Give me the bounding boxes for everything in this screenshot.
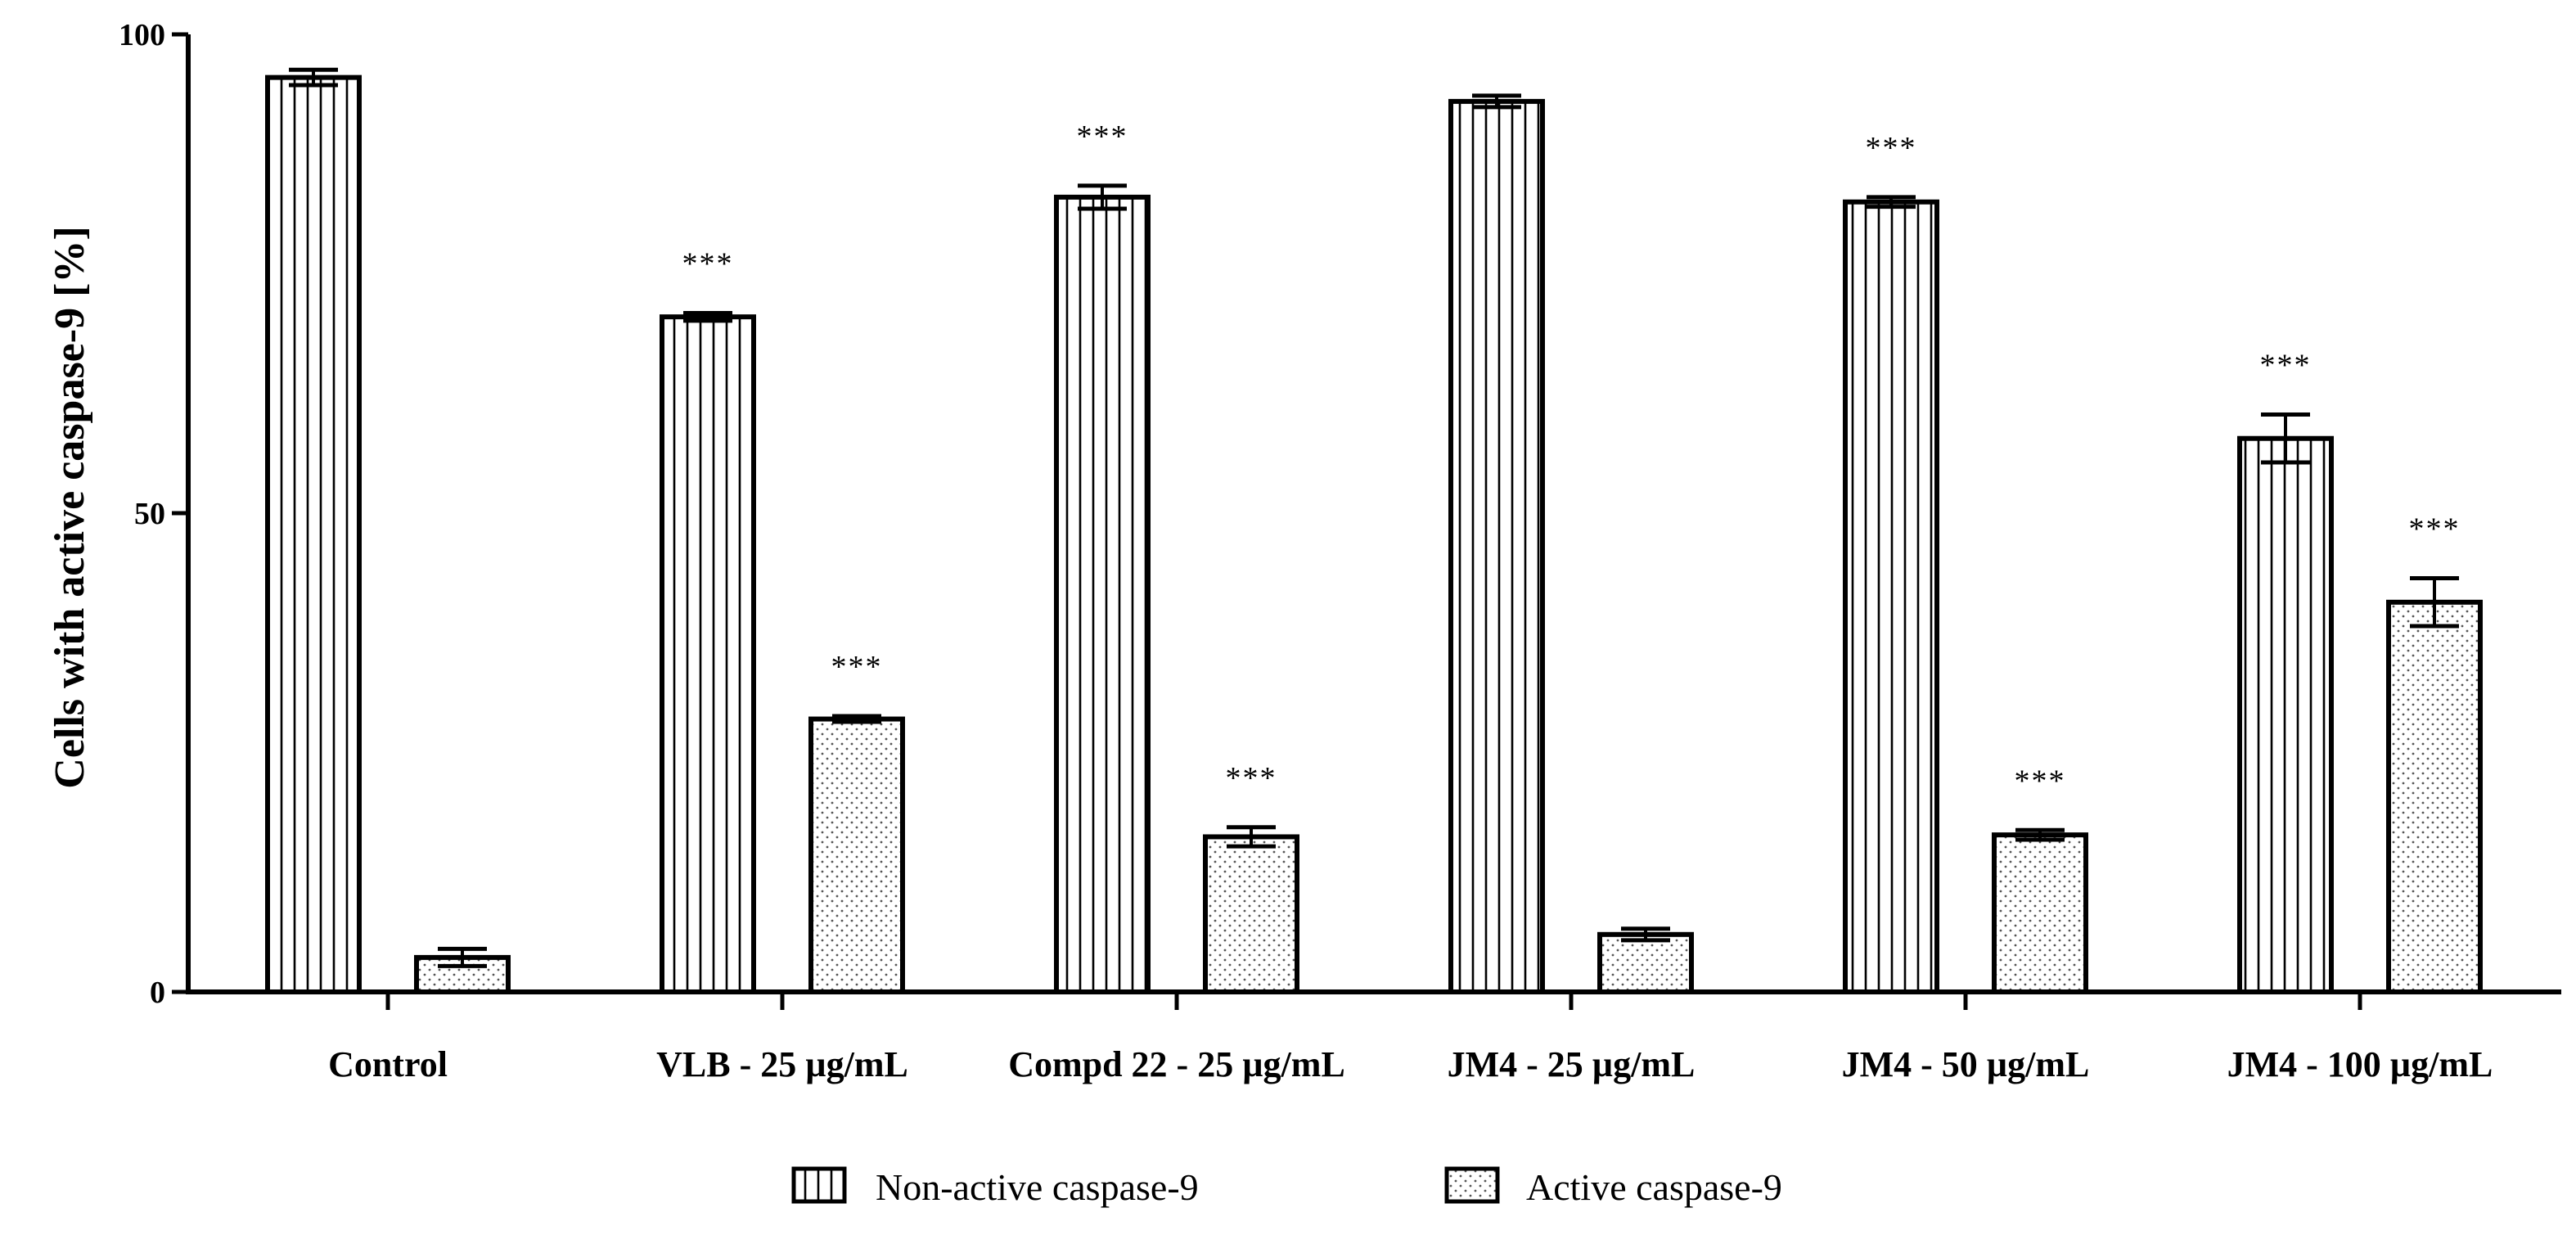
bar-non-active <box>1054 194 1151 994</box>
y-tick-label: 100 <box>119 18 165 52</box>
bar-active <box>2386 599 2483 994</box>
x-category-label: VLB - 25 µg/mL <box>656 1044 908 1084</box>
legend-swatch-active <box>1444 1166 1500 1204</box>
legend-label-active: Active caspase-9 <box>1526 1166 1782 1208</box>
bar-active <box>414 954 511 995</box>
significance-marker: *** <box>2409 512 2461 547</box>
bar-active <box>1203 834 1299 995</box>
x-category-label: Control <box>328 1044 448 1084</box>
x-category-label: JM4 - 50 µg/mL <box>1842 1044 2090 1084</box>
y-tick-label: 0 <box>150 976 165 1010</box>
significance-marker: *** <box>682 246 734 281</box>
y-axis-ticks: 0 50 100 <box>119 18 188 1010</box>
significance-marker: *** <box>1226 761 1277 796</box>
significance-marker: *** <box>1077 119 1128 154</box>
significance-marker: *** <box>1866 131 1917 165</box>
bar-non-active <box>265 74 362 994</box>
legend: Non-active caspase-9 Active caspase-9 <box>791 1166 1782 1208</box>
legend-swatch-non-active <box>791 1166 847 1204</box>
significance-marker: *** <box>831 650 883 684</box>
bar-active <box>1992 832 2088 994</box>
bar-non-active <box>1448 98 1545 994</box>
bar-active <box>1597 931 1694 995</box>
bars-group: *** *** *** *** *** *** *** *** <box>265 67 2483 995</box>
bar-non-active <box>2237 435 2334 994</box>
y-tick-label: 50 <box>134 497 165 531</box>
legend-item-non-active: Non-active caspase-9 <box>791 1166 1199 1208</box>
x-category-label: Compd 22 - 25 µg/mL <box>1008 1044 1345 1084</box>
significance-marker: *** <box>2260 348 2312 382</box>
x-category-label: JM4 - 25 µg/mL <box>1448 1044 1696 1084</box>
bar-active <box>808 716 905 994</box>
significance-marker: *** <box>2015 764 2066 798</box>
y-axis-label: Cells with active caspase-9 [%] <box>47 226 93 788</box>
x-category-label: JM4 - 100 µg/mL <box>2227 1044 2493 1084</box>
bar-non-active <box>660 314 756 994</box>
x-axis-ticks: Control VLB - 25 µg/mL Compd 22 - 25 µg/mL… <box>328 992 2493 1084</box>
bar-non-active <box>1843 199 1939 994</box>
legend-label-non-active: Non-active caspase-9 <box>876 1166 1199 1208</box>
legend-item-active: Active caspase-9 <box>1444 1166 1782 1208</box>
